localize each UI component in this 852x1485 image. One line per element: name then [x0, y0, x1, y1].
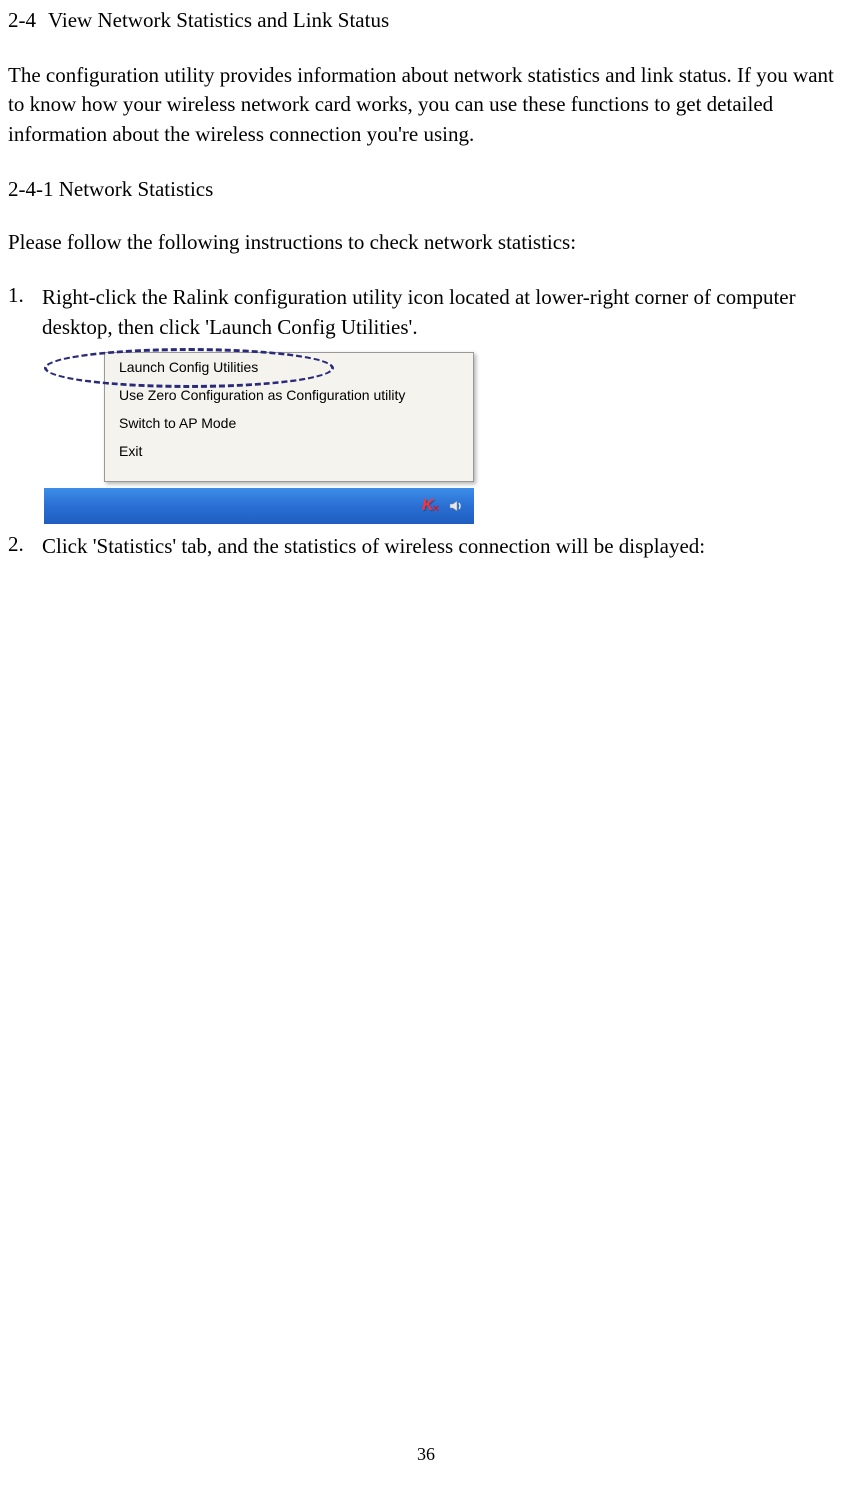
intro-paragraph: The configuration utility provides infor… — [8, 61, 844, 149]
page-number: 36 — [417, 1444, 435, 1465]
windows-taskbar: K ✕ — [44, 488, 474, 524]
section-title: View Network Statistics and Link Status — [48, 8, 389, 33]
steps-list: 1. Right-click the Ralink configuration … — [8, 283, 844, 342]
screenshot-image: Launch Config Utilities Use Zero Configu… — [44, 346, 474, 524]
section-heading: 2-4 View Network Statistics and Link Sta… — [8, 8, 844, 33]
section-number: 2-4 — [8, 8, 36, 33]
step-1: 1. Right-click the Ralink configuration … — [8, 283, 844, 342]
steps-list-2: 2. Click 'Statistics' tab, and the stati… — [8, 532, 844, 561]
step-number: 2. — [8, 532, 30, 561]
step-2: 2. Click 'Statistics' tab, and the stati… — [8, 532, 844, 561]
subsection-heading: 2-4-1 Network Statistics — [8, 177, 844, 202]
step-content: Click 'Statistics' tab, and the statisti… — [42, 532, 844, 561]
instruction-text: Please follow the following instructions… — [8, 230, 844, 255]
step-content: Right-click the Ralink configuration uti… — [42, 283, 844, 342]
tray-k-icon[interactable]: K ✕ — [422, 496, 442, 516]
menu-item-zero-config[interactable]: Use Zero Configuration as Configuration … — [105, 381, 473, 409]
tray-x-badge: ✕ — [432, 504, 440, 515]
context-menu-screenshot: Launch Config Utilities Use Zero Configu… — [44, 346, 844, 524]
menu-item-launch[interactable]: Launch Config Utilities — [105, 353, 473, 381]
menu-item-exit[interactable]: Exit — [105, 437, 473, 465]
menu-item-ap-mode[interactable]: Switch to AP Mode — [105, 409, 473, 437]
step-number: 1. — [8, 283, 30, 342]
context-menu: Launch Config Utilities Use Zero Configu… — [104, 352, 474, 482]
volume-icon[interactable] — [446, 496, 466, 516]
